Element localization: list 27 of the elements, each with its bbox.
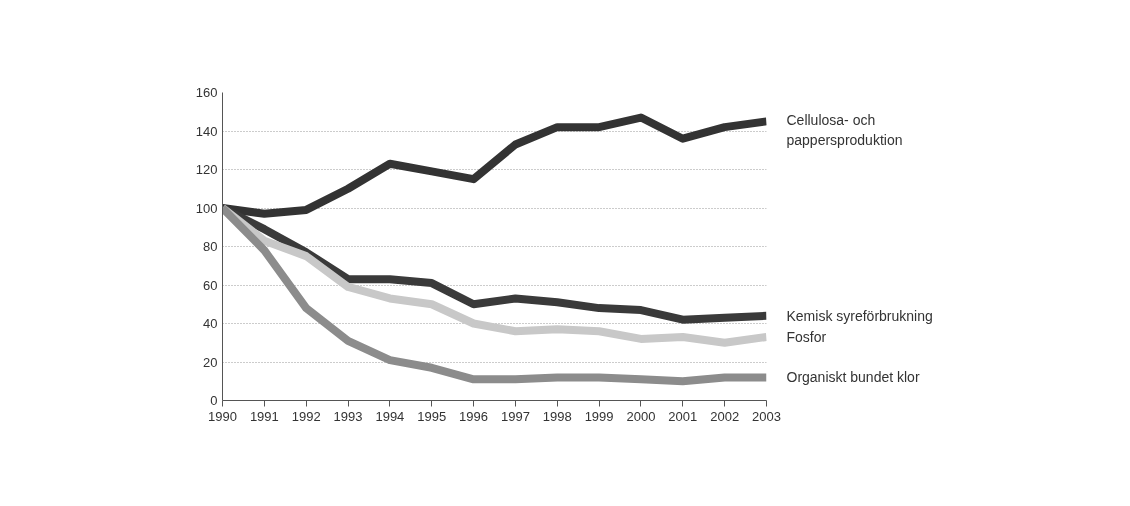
x-tick-label: 1992 — [291, 408, 321, 424]
y-tick-label: 140 — [195, 123, 218, 139]
series-label: Kemisk syreförbrukning — [786, 307, 933, 324]
series-label: Fosfor — [786, 328, 827, 345]
y-tick-label: 160 — [195, 85, 218, 100]
series-label: Organiskt bundet klor — [786, 369, 920, 386]
x-tick-label: 1990 — [208, 408, 237, 424]
x-tick-label: 2000 — [626, 408, 656, 424]
x-tick-label: 1996 — [459, 408, 489, 424]
x-tick-label: 1991 — [249, 408, 279, 424]
series-label: Cellulosa- och pappersproduktion — [786, 112, 903, 148]
y-tick-label: 40 — [203, 316, 218, 331]
x-tick-label: 1994 — [375, 408, 405, 424]
y-tick-label: 0 — [210, 393, 218, 408]
x-tick-label: 1998 — [542, 408, 572, 424]
x-tick-label: 1995 — [417, 408, 447, 424]
x-tick-label: 1999 — [584, 408, 614, 424]
y-tick-label: 100 — [195, 200, 218, 216]
x-tick-label: 2001 — [668, 408, 698, 424]
x-tick-label: 1997 — [500, 408, 530, 424]
y-tick-label: 120 — [195, 162, 218, 177]
y-tick-label: 60 — [203, 277, 218, 293]
y-tick-label: 80 — [203, 239, 218, 254]
x-tick-label: 2002 — [710, 408, 740, 424]
x-tick-label: 2003 — [752, 408, 781, 424]
y-tick-label: 20 — [203, 354, 218, 370]
x-tick-label: 1993 — [333, 408, 363, 424]
